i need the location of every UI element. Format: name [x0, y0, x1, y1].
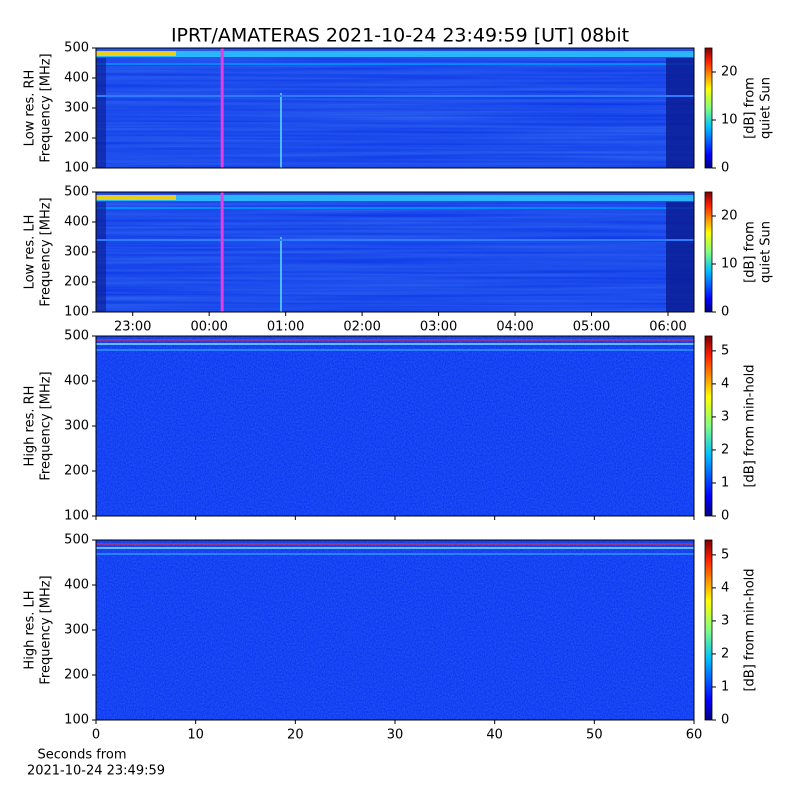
- y-axis-label: Low res. LH: [23, 215, 38, 290]
- colorbar-label: [dB] from min-hold: [743, 364, 758, 487]
- x-tick-label: 01:00: [267, 320, 304, 335]
- x-tick-label: 05:00: [573, 320, 610, 335]
- y-axis-label: Frequency [MHz]: [39, 53, 54, 162]
- band: [96, 58, 106, 168]
- x-tick-label: 30: [387, 728, 404, 743]
- y-tick-label: 100: [64, 509, 89, 524]
- colorbar-tick-label: 2: [721, 442, 729, 457]
- colorbar-label: [dB] from: [743, 221, 758, 283]
- y-tick-label: 300: [64, 101, 89, 116]
- y-axis-label: Low res. RH: [23, 70, 38, 147]
- spectrogram-texture: [96, 192, 694, 312]
- y-tick-label: 300: [64, 623, 89, 638]
- y-tick-label: 500: [64, 185, 89, 200]
- colorbar-tick-label: 20: [721, 65, 738, 80]
- y-axis-label: Frequency [MHz]: [39, 371, 54, 480]
- spectrogram-texture: [96, 48, 694, 168]
- y-tick-label: 200: [64, 668, 89, 683]
- colorbar-tick-label: 2: [721, 646, 729, 661]
- y-tick-label: 200: [64, 275, 89, 290]
- colorbar-tick-label: 0: [721, 305, 729, 320]
- y-axis-label: High res. RH: [23, 386, 38, 467]
- colorbar-tick-label: 0: [721, 509, 729, 524]
- colorbar-tick-label: 10: [721, 257, 738, 272]
- x-tick-label: 0: [92, 728, 100, 743]
- band: [96, 51, 176, 56]
- colorbar-tick-label: 1: [721, 475, 729, 490]
- y-axis-label: Frequency [MHz]: [39, 575, 54, 684]
- colorbar-tick-label: 1: [721, 679, 729, 694]
- y-tick-label: 400: [64, 578, 89, 593]
- colorbar-tick-label: 20: [721, 209, 738, 224]
- y-axis-label: Frequency [MHz]: [39, 197, 54, 306]
- y-tick-label: 500: [64, 329, 89, 344]
- y-tick-label: 100: [64, 161, 89, 176]
- colorbar-label: quiet Sun: [759, 77, 774, 139]
- y-tick-label: 400: [64, 215, 89, 230]
- colorbar: [704, 539, 713, 721]
- x-tick-label: 10: [187, 728, 204, 743]
- x-tick-label: 00:00: [190, 320, 227, 335]
- x-axis-label: 2021-10-24 23:49:59: [27, 764, 165, 779]
- colorbar-tick-label: 4: [721, 580, 729, 595]
- y-tick-label: 300: [64, 419, 89, 434]
- x-tick-label: 04:00: [496, 320, 533, 335]
- colorbar-tick-label: 5: [721, 343, 729, 358]
- spectrogram-texture: [96, 540, 694, 720]
- figure-title: IPRT/AMATERAS 2021-10-24 23:49:59 [UT] 0…: [171, 25, 629, 47]
- x-tick-label: 50: [586, 728, 603, 743]
- colorbar-label: quiet Sun: [759, 221, 774, 283]
- y-tick-label: 200: [64, 131, 89, 146]
- colorbar-tick-label: 0: [721, 713, 729, 728]
- y-tick-label: 100: [64, 305, 89, 320]
- x-tick-label: 20: [287, 728, 304, 743]
- x-tick-label: 60: [686, 728, 703, 743]
- colorbar-tick-label: 0: [721, 161, 729, 176]
- colorbar-tick-label: 4: [721, 376, 729, 391]
- band: [96, 207, 694, 209]
- x-tick-label: 06:00: [649, 320, 686, 335]
- x-tick-label: 23:00: [114, 320, 151, 335]
- y-tick-label: 500: [64, 41, 89, 56]
- spectrogram-texture: [96, 336, 694, 516]
- band: [96, 202, 106, 312]
- y-tick-label: 200: [64, 464, 89, 479]
- band: [96, 195, 176, 200]
- y-axis-label: High res. LH: [23, 590, 38, 669]
- y-tick-label: 100: [64, 713, 89, 728]
- colorbar-label: [dB] from: [743, 77, 758, 139]
- y-tick-label: 400: [64, 374, 89, 389]
- colorbar-tick-label: 3: [721, 613, 729, 628]
- colorbar-tick-label: 5: [721, 547, 729, 562]
- y-tick-label: 400: [64, 71, 89, 86]
- colorbar: [704, 191, 713, 313]
- band: [666, 58, 694, 168]
- colorbar-tick-label: 3: [721, 409, 729, 424]
- x-tick-label: 40: [486, 728, 503, 743]
- colorbar: [704, 47, 713, 169]
- band: [666, 202, 694, 312]
- band: [96, 51, 694, 57]
- x-tick-label: 02:00: [343, 320, 380, 335]
- x-axis-label: Seconds from: [37, 748, 126, 763]
- colorbar: [704, 335, 713, 517]
- band: [96, 195, 694, 201]
- colorbar-tick-label: 10: [721, 113, 738, 128]
- x-tick-label: 03:00: [420, 320, 457, 335]
- y-tick-label: 500: [64, 533, 89, 548]
- colorbar-label: [dB] from min-hold: [743, 568, 758, 691]
- band: [96, 63, 694, 65]
- y-tick-label: 300: [64, 245, 89, 260]
